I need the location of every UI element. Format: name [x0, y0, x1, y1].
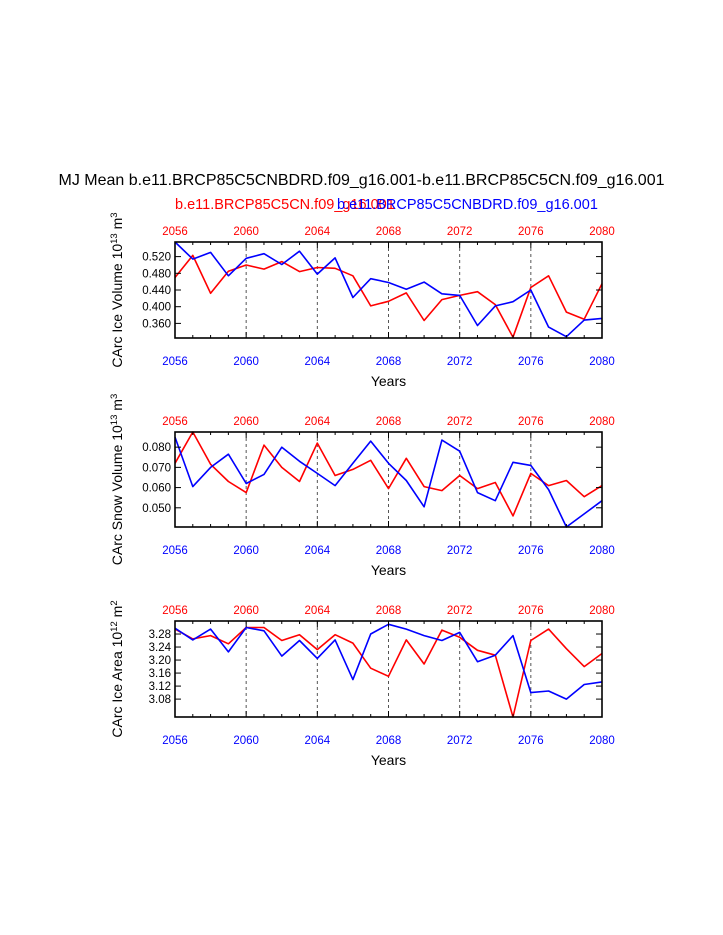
x-tick-label-bottom: 2064 [305, 545, 331, 557]
x-tick-label-bottom: 2060 [233, 356, 259, 368]
chart-title: MJ Mean b.e11.BRCP85C5CNBDRD.f09_g16.001… [59, 172, 665, 189]
y-tick-label: 3.08 [149, 694, 171, 706]
y-tick-label: 0.440 [142, 285, 171, 297]
y-axis-title-part: CArc Ice Volume 10 [109, 244, 125, 368]
x-tick-label-top: 2072 [447, 416, 473, 428]
y-axis-title-exponent: 12 [109, 621, 120, 632]
x-tick-label-top: 2064 [305, 226, 331, 238]
chart-panels: 2056 2056 2060 2060 2064 2064 2068 2068 2072 2072… [109, 212, 615, 768]
y-axis-title-part: m [109, 399, 125, 415]
x-tick-label-bottom: 2056 [162, 735, 188, 747]
x-tick-label-bottom: 2068 [376, 356, 402, 368]
y-tick-label: 3.16 [149, 668, 171, 680]
legend-blue-label: b.e11.BRCP85C5CNBDRD.f09_g16.001 [337, 197, 598, 213]
y-axis-title-exponent: 13 [109, 233, 120, 244]
x-axis-title: Years [371, 752, 406, 768]
x-tick-label-bottom: 2080 [589, 356, 615, 368]
x-tick-label-bottom: 2064 [305, 735, 331, 747]
x-tick-label-top: 2056 [162, 226, 188, 238]
x-tick-label-bottom: 2060 [233, 545, 259, 557]
y-axis-title-part: m [109, 606, 125, 622]
x-tick-label-bottom: 2064 [305, 356, 331, 368]
x-tick-label-bottom: 2076 [518, 356, 544, 368]
series-line-blue [174, 241, 603, 338]
x-tick-label-bottom: 2076 [518, 545, 544, 557]
x-tick-label-bottom: 2068 [376, 735, 402, 747]
x-tick-label-top: 2068 [376, 605, 402, 617]
series-line-blue [174, 436, 603, 528]
series-line-red [174, 431, 603, 517]
y-tick-label: 0.050 [142, 503, 171, 515]
y-tick-label: 0.400 [142, 302, 171, 314]
x-tick-label-bottom: 2072 [447, 356, 473, 368]
y-tick-label: 0.080 [142, 442, 171, 454]
x-axis-title: Years [371, 373, 406, 389]
y-tick-label: 0.360 [142, 318, 171, 330]
y-axis-title-part: CArc Snow Volume 10 [109, 425, 125, 565]
panel-ice-area: 2056 2056 2060 2060 2064 2064 2068 2068 2072 2072… [109, 600, 615, 768]
y-tick-label: 3.20 [149, 655, 171, 667]
x-tick-label-top: 2060 [233, 226, 259, 238]
x-tick-label-top: 2056 [162, 605, 188, 617]
y-axis-title-exponent: 3 [109, 394, 120, 399]
x-axis-title: Years [371, 562, 406, 578]
x-tick-label-top: 2064 [305, 416, 331, 428]
x-tick-label-bottom: 2056 [162, 545, 188, 557]
legend-red-label: b.e11.BRCP85C5CN.f09_g16.001 [175, 197, 395, 213]
x-tick-label-top: 2068 [376, 226, 402, 238]
x-tick-label-top: 2060 [233, 605, 259, 617]
x-tick-label-top: 2060 [233, 416, 259, 428]
x-tick-label-bottom: 2080 [589, 545, 615, 557]
y-tick-label: 0.060 [142, 483, 171, 495]
y-axis-title-exponent: 13 [109, 415, 120, 426]
x-tick-label-top: 2080 [589, 226, 615, 238]
y-tick-label: 3.24 [149, 642, 172, 654]
panel-ice-volume: 2056 2056 2060 2060 2064 2064 2068 2068 2072 2072… [109, 212, 615, 389]
x-tick-label-top: 2076 [518, 226, 544, 238]
y-tick-label: 0.070 [142, 462, 171, 474]
y-axis-title: CArc Snow Volume 1013 m3 [109, 394, 126, 566]
y-axis-title-part: CArc Ice Area 10 [109, 632, 125, 738]
y-axis-title-exponent: 3 [109, 212, 120, 217]
y-axis-title: CArc Ice Area 1012 m2 [109, 600, 126, 737]
panel-snow-volume: 2056 2056 2060 2060 2064 2064 2068 2068 2072 2072… [109, 394, 615, 578]
x-tick-label-top: 2076 [518, 605, 544, 617]
y-tick-label: 0.520 [142, 252, 171, 264]
x-tick-label-bottom: 2076 [518, 735, 544, 747]
x-tick-label-top: 2072 [447, 226, 473, 238]
y-tick-label: 3.12 [149, 681, 171, 693]
x-tick-label-bottom: 2080 [589, 735, 615, 747]
x-tick-label-top: 2080 [589, 416, 615, 428]
x-tick-label-bottom: 2072 [447, 735, 473, 747]
y-axis-title: CArc Ice Volume 1013 m3 [109, 212, 126, 367]
x-tick-label-bottom: 2060 [233, 735, 259, 747]
x-tick-label-top: 2068 [376, 416, 402, 428]
x-tick-label-top: 2072 [447, 605, 473, 617]
y-axis-title-part: m [109, 218, 125, 234]
x-tick-label-bottom: 2072 [447, 545, 473, 557]
x-tick-label-bottom: 2056 [162, 356, 188, 368]
x-tick-label-top: 2056 [162, 416, 188, 428]
x-tick-label-top: 2076 [518, 416, 544, 428]
series-line-red [174, 254, 603, 339]
x-tick-label-bottom: 2068 [376, 545, 402, 557]
y-tick-label: 3.28 [149, 629, 171, 641]
x-tick-label-top: 2080 [589, 605, 615, 617]
x-tick-label-top: 2064 [305, 605, 331, 617]
y-tick-label: 0.480 [142, 268, 171, 280]
y-axis-title-exponent: 2 [109, 600, 120, 605]
